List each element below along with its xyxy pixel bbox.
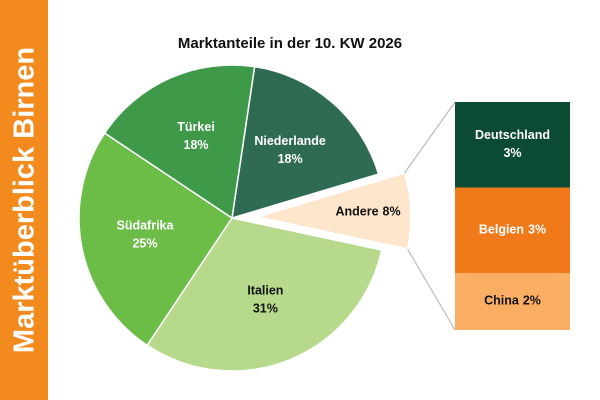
bar-segment (455, 187, 570, 273)
segment-name: Deutschland (475, 128, 550, 142)
slice-value: 18% (278, 152, 303, 166)
slice-value: 31% (253, 302, 278, 316)
segment-name: Belgien (479, 223, 524, 237)
slice-value: 18% (184, 138, 209, 152)
banner-bg (0, 0, 48, 400)
slice-name: Südafrika (116, 219, 174, 233)
connector (404, 101, 456, 174)
pie-slice (103, 64, 256, 220)
slice-name: Italien (247, 284, 283, 298)
segment-label: Belgien 3% (479, 223, 546, 237)
slice-label: Andere 8% (335, 205, 400, 219)
pie-slice (78, 132, 234, 347)
slice-name: Andere (335, 205, 378, 219)
slice-name: Türkei (177, 120, 215, 134)
connector (407, 248, 456, 331)
pie-slice (257, 172, 412, 250)
pie-slice (231, 65, 380, 220)
slice-value: 8% (383, 205, 401, 219)
pie-slice (146, 217, 383, 372)
segment-name: China (484, 294, 520, 308)
segment-value: 2% (523, 294, 541, 308)
bar-segment (455, 273, 570, 330)
segment-value: 3% (503, 146, 521, 160)
chart-title: Marktanteile in der 10. KW 2026 (178, 35, 402, 52)
slice-value: 25% (132, 237, 157, 251)
bar-segment (455, 102, 570, 188)
segment-value: 3% (528, 223, 546, 237)
slice-name: Niederlande (254, 134, 326, 148)
segment-label: China 2% (484, 294, 541, 308)
banner: Marktüberblick Birnen (9, 47, 41, 353)
